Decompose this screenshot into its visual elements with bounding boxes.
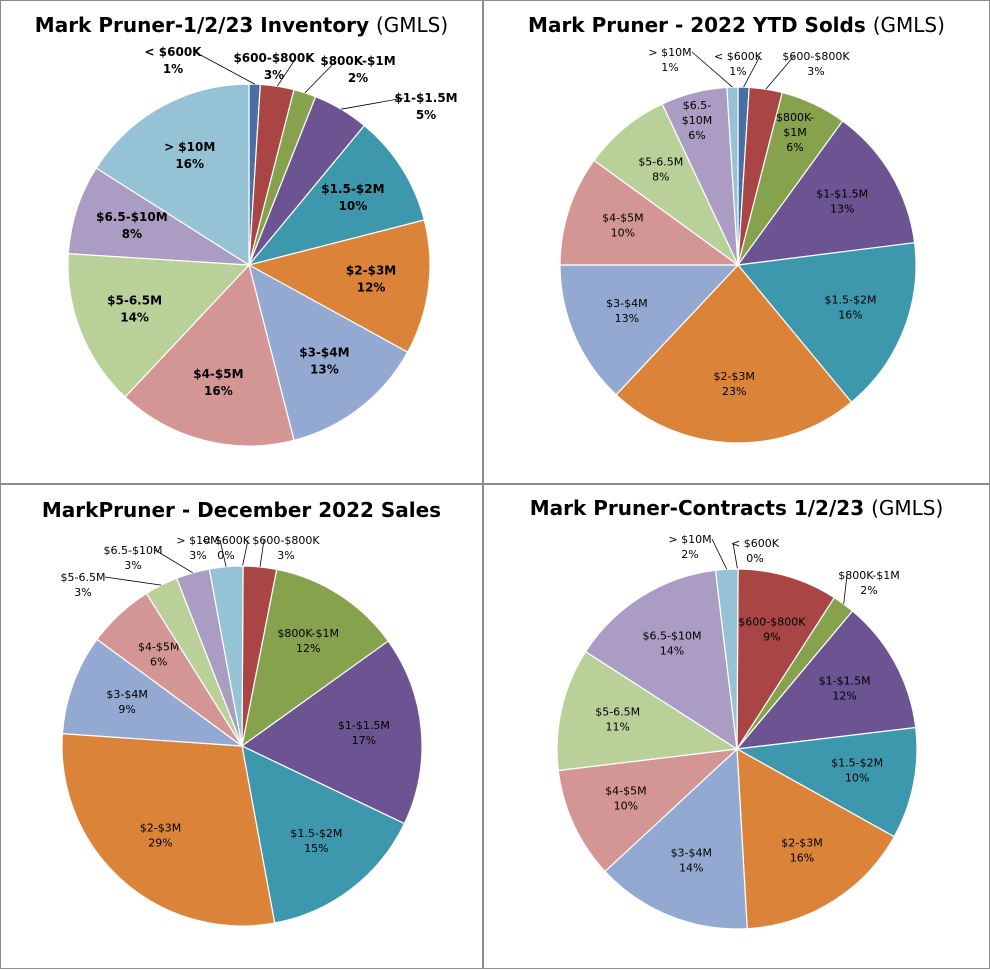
label-leader-line: [242, 539, 249, 567]
chart-title: MarkPruner - December 2022 Sales: [41, 498, 442, 522]
pie-slice-1-5-2m: [241, 744, 406, 924]
label-leader-line: [843, 574, 848, 605]
pie-slice-5-6-5m: [593, 103, 739, 266]
label-leader-line: [154, 549, 194, 574]
slice-label-4-5m: $4-$5M 10%: [602, 212, 643, 240]
pie-slice-5-6-5m: [67, 252, 251, 398]
slice-label-10m: > $10M 16%: [164, 140, 215, 171]
inventory-chart-panel: Mark Pruner-1/2/23 Inventory (GMLS) < $6…: [0, 0, 483, 484]
slice-label-1-5-2m: $1.5-$2M 10%: [831, 757, 883, 785]
chart-title: Mark Pruner-Contracts 1/2/23 (GMLS): [529, 496, 944, 520]
label-leader-line: [691, 51, 733, 88]
pie-slice-6-5-10m: [584, 569, 738, 751]
slice-label-600k: < $600K 1%: [145, 45, 203, 76]
slice-label-800k-1m: $800K-$1M 12%: [277, 627, 339, 655]
pie-slice-1-1-5m: [735, 610, 917, 750]
pie-slice-800k-1m: [241, 568, 390, 748]
slice-label-800k-1m: $800K-$1M 6%: [776, 111, 814, 154]
ytd-solds-pie-chart: < $600K 1% $600-$800K 3% $800K-$1M 6% $1-$1.5M…: [559, 46, 917, 444]
label-leader-line: [743, 55, 761, 88]
slice-label-600k: < $600K 0%: [731, 537, 780, 565]
slice-label-5-6-5m: $5-6.5M 3%: [61, 571, 106, 599]
pie-slice-10m: [95, 83, 250, 267]
pie-slice-4-5m: [557, 748, 739, 873]
label-leader-line: [104, 576, 162, 586]
pie-slice-4-5m: [559, 159, 740, 266]
pie-slice-1-5-2m: [736, 242, 917, 403]
slice-label-3-4m: $3-$4M 13%: [299, 345, 349, 376]
slice-label-4-5m: $4-$5M 6%: [138, 640, 179, 668]
slice-label-600-800k: $600-$800K 3%: [782, 50, 850, 78]
slice-label-2-3m: $2-$3M 16%: [781, 837, 822, 865]
label-leader-line: [194, 51, 255, 85]
pie-slice-6-5-10m: [67, 167, 250, 266]
pie-slice-3-4m: [559, 264, 740, 396]
slice-label-2-3m: $2-$3M 29%: [140, 821, 181, 849]
pie-slice-1-5-2m: [247, 124, 426, 267]
inventory-pie-chart: < $600K 1% $600-$800K 3%$800K-$1M 2% $1-$1.5M…: [67, 45, 458, 447]
slice-label-4-5m: $4-$5M 10%: [605, 784, 646, 812]
slice-label-1-5-2m: $1.5-$2M 16%: [825, 294, 877, 322]
slice-label-6-5-10m: $6.5-$10M 6%: [682, 99, 713, 142]
slice-label-4-5m: $4-$5M 16%: [193, 367, 243, 398]
label-leader-line: [711, 538, 728, 570]
slice-label-2-3m: $2-$3M 23%: [713, 370, 754, 398]
ytd-solds-chart-panel: Mark Pruner - 2022 YTD Solds (GMLS) < $6…: [483, 0, 990, 484]
pie-slice-4-5m: [124, 263, 295, 447]
slice-label-1-1-5m: $1-$1.5M 12%: [819, 675, 871, 703]
slice-label-1-1-5m: $1-$1.5M 13%: [816, 187, 868, 215]
slice-label-6-5-10m: $6.5-$10M 3%: [104, 544, 163, 572]
slice-label-600k: < $600K 0%: [202, 534, 251, 562]
label-leader-line: [732, 542, 738, 570]
slice-label-1-1-5m: $1-$1.5M 5%: [394, 91, 457, 122]
chart-title: Mark Pruner-1/2/23 Inventory (GMLS): [34, 13, 449, 37]
pie-slice-2-3m: [736, 747, 896, 930]
pie-slice-3-4m: [604, 747, 748, 930]
slice-label-1-1-5m: $1-$1.5M 17%: [338, 719, 390, 747]
label-leader-line: [259, 539, 265, 567]
december-sales-chart-panel: MarkPruner - December 2022 Sales < $600K…: [0, 484, 483, 969]
slice-label-3-4m: $3-$4M 9%: [106, 688, 147, 716]
pie-slice-3-4m: [61, 638, 245, 747]
slice-label-1-5-2m: $1.5-$2M 15%: [290, 827, 342, 855]
slice-label-6-5-10m: $6.5-$10M 8%: [96, 210, 168, 241]
pie-slice-2-3m: [247, 219, 431, 354]
pie-slice-1-1-5m: [240, 640, 423, 825]
slice-label-10m: > $10M 1%: [648, 46, 691, 74]
pie-slice-1-1-5m: [736, 120, 916, 266]
pie-slice-600-800k: [736, 568, 836, 752]
slice-label-10m: > $10M 2%: [668, 533, 711, 561]
slice-label-600-800k: $600-$800K 3%: [252, 534, 320, 562]
slice-label-10m: > $10M 3%: [176, 534, 219, 562]
label-leader-line: [276, 57, 297, 87]
contracts-chart-panel: Mark Pruner-Contracts 1/2/23 (GMLS) < $6…: [483, 484, 990, 969]
slice-label-1-5-2m: $1.5-$2M 10%: [321, 182, 384, 213]
pie-slice-3-4m: [248, 263, 409, 442]
label-leader-line: [219, 539, 227, 567]
slice-label-5-6-5m: $5-6.5M 8%: [638, 156, 683, 184]
pie-slice-2-3m: [615, 264, 853, 444]
pie-slice-2-3m: [61, 732, 276, 927]
slice-label-600-800k: $600-$800K 9%: [738, 616, 806, 644]
pie-slice-5-6-5m: [556, 650, 739, 772]
pie-slice-1-5-2m: [735, 726, 918, 838]
label-leader-line: [765, 55, 795, 90]
slice-label-800k-1m: $800K-$1M 2%: [320, 54, 395, 85]
slice-label-800k-1m: $800K-$1M 2%: [838, 569, 900, 597]
slice-label-3-4m: $3-$4M 14%: [671, 847, 712, 875]
label-leader-line: [341, 97, 405, 110]
slice-label-3-4m: $3-$4M 13%: [606, 297, 647, 325]
slice-label-5-6-5m: $5-6.5M 11%: [595, 706, 640, 734]
label-leader-line: [304, 60, 337, 94]
pie-slice-10m: [208, 565, 244, 747]
slice-label-600k: < $600K 1%: [714, 50, 763, 78]
slice-label-2-3m: $2-$3M 12%: [346, 263, 396, 294]
contracts-pie-chart: < $600K 0% $600-$800K 9% $800K-$1M 2% $1-$1.5M…: [556, 533, 918, 930]
slice-label-6-5-10m: $6.5-$10M 14%: [643, 629, 702, 657]
chart-title: Mark Pruner - 2022 YTD Solds (GMLS): [528, 13, 945, 37]
slice-label-600-800k: $600-$800K 3%: [233, 51, 315, 82]
december-sales-pie-chart: < $600K 0%$600-$800K 3% $800K-$1M 12% $1-$1.5…: [61, 534, 423, 927]
slice-label-5-6-5m: $5-6.5M 14%: [107, 293, 162, 324]
